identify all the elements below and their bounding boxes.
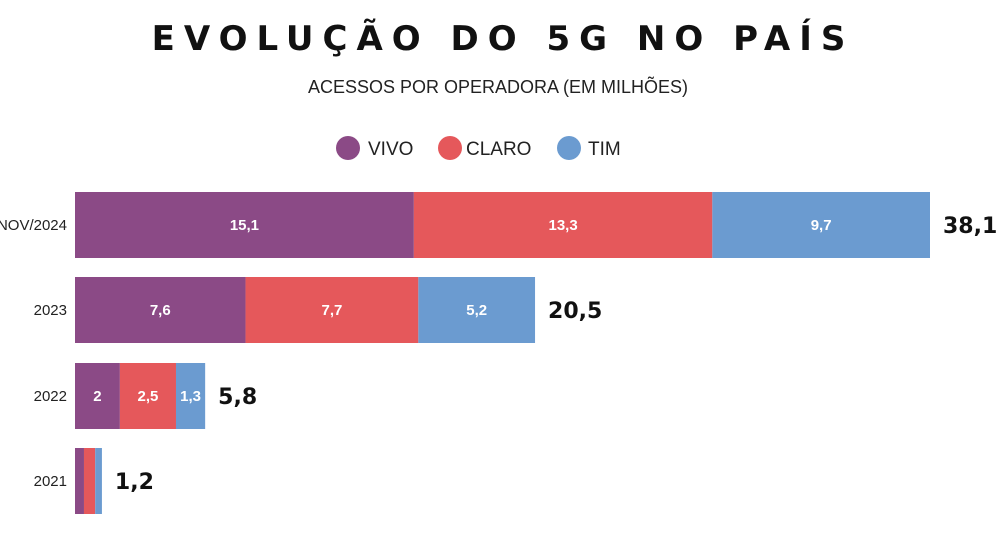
bar-segment-tim — [712, 192, 930, 258]
legend-swatch-claro — [438, 136, 462, 160]
bar-segment-vivo — [75, 192, 414, 258]
segment-value-label: 1,3 — [180, 388, 201, 405]
category-label: 2021 — [34, 473, 67, 490]
category-label: 2022 — [34, 388, 67, 405]
total-value-label: 1,2 — [115, 470, 154, 495]
segment-value-label: 7,7 — [322, 302, 343, 319]
legend: VIVO CLARO TIM — [336, 136, 621, 160]
bar-segment-vivo — [75, 448, 84, 514]
bar-segment-claro — [413, 192, 713, 258]
bar-segment-vivo — [75, 363, 120, 429]
bar-segment-tim — [175, 363, 206, 429]
segment-value-label: 2 — [93, 388, 101, 405]
segment-value-label: 5,2 — [466, 302, 487, 319]
bar-segment-vivo — [75, 277, 246, 343]
legend-swatch-tim — [557, 136, 581, 160]
segment-value-label: 13,3 — [548, 217, 577, 234]
legend-swatch-vivo — [336, 136, 360, 160]
total-value-label: 20,5 — [548, 299, 602, 324]
chart-subtitle: ACESSOS POR OPERADORA (EM MILHÕES) — [308, 76, 688, 97]
legend-label-vivo: VIVO — [368, 139, 413, 160]
bar-segment-tim — [95, 448, 102, 514]
category-label: 2023 — [34, 302, 67, 319]
segment-value-label: 2,5 — [138, 388, 159, 405]
category-label: NOV/2024 — [0, 217, 67, 234]
total-value-label: 38,1 — [943, 214, 997, 239]
bar-segment-claro — [83, 448, 96, 514]
bar-segment-tim — [418, 277, 536, 343]
legend-label-tim: TIM — [588, 139, 621, 160]
bar-segment-claro — [119, 363, 176, 429]
bars-group: NOV/2024 15,1 13,3 9,7 38,1 2023 7,6 7,7 5,2 20,5… — [0, 192, 997, 514]
legend-label-claro: CLARO — [466, 139, 531, 160]
segment-value-label: 15,1 — [230, 217, 259, 234]
segment-value-label: 7,6 — [150, 302, 171, 319]
chart-title: EVOLUÇÃO DO 5G NO PAÍS — [152, 18, 855, 59]
bar-segment-claro — [245, 277, 419, 343]
segment-value-label: 9,7 — [811, 217, 832, 234]
total-value-label: 5,8 — [218, 385, 257, 410]
